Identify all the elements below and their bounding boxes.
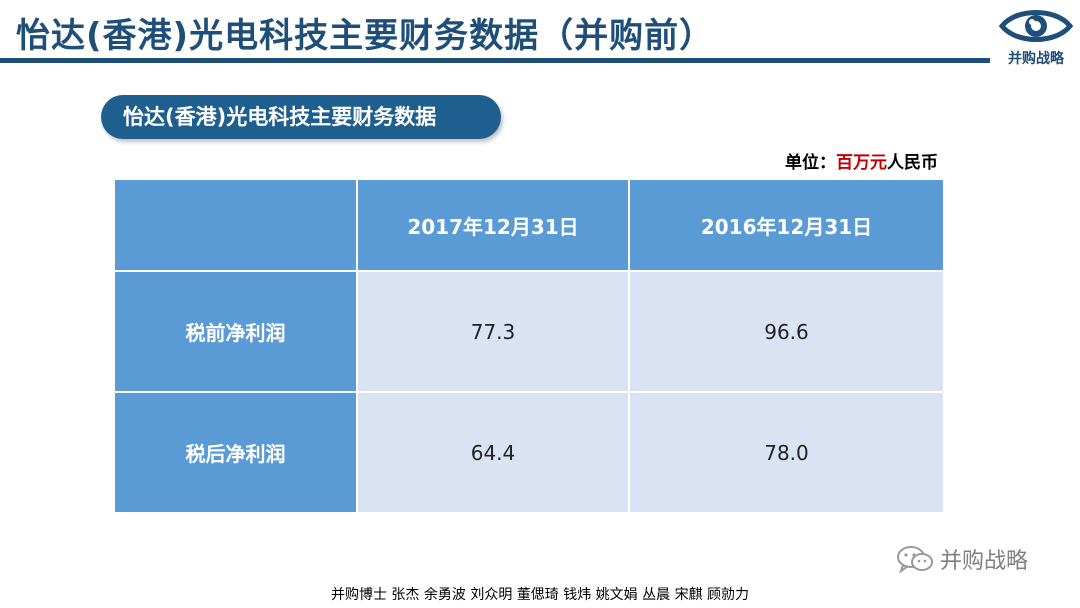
row-label-pretax-profit: 税前净利润 [113, 270, 358, 393]
table-cell: 78.0 [628, 391, 945, 514]
table-cell: 96.6 [628, 270, 945, 393]
table-row: 税后净利润 64.4 78.0 [113, 391, 945, 514]
unit-label: 单位：百万元人民币 [785, 148, 938, 173]
watermark-text: 并购战略 [940, 549, 1029, 574]
table-row: 税前净利润 77.3 96.6 [113, 270, 945, 393]
author-credits: 并购博士 张杰 余勇波 刘众明 董偲琦 钱炜 姚文娟 丛晨 宋麒 顾勍力 [330, 587, 750, 603]
column-header-2017: 2017年12月31日 [356, 178, 630, 272]
wechat-icon [897, 546, 933, 574]
title-divider [0, 58, 990, 63]
section-title: 怡达(香港)光电科技主要财务数据 [101, 95, 501, 139]
brand-logo: 并购战略 [996, 4, 1076, 72]
column-header-2016: 2016年12月31日 [628, 178, 945, 272]
page-title: 怡达(香港)光电科技主要财务数据（并购前） [16, 16, 715, 56]
unit-highlight: 百万元 [836, 153, 887, 173]
wechat-watermark: 并购战略 [896, 542, 1028, 576]
unit-prefix: 单位： [785, 153, 836, 173]
column-header-empty [113, 178, 358, 272]
row-label-aftertax-profit: 税后净利润 [113, 391, 358, 514]
unit-suffix: 人民币 [887, 153, 938, 173]
logo-label: 并购战略 [1008, 51, 1064, 67]
eye-icon [998, 10, 1074, 42]
table-cell: 64.4 [356, 391, 630, 514]
table-header-row: 2017年12月31日 2016年12月31日 [113, 178, 945, 272]
financial-table: 2017年12月31日 2016年12月31日 税前净利润 77.3 96.6 … [113, 178, 945, 514]
table-cell: 77.3 [356, 270, 630, 393]
